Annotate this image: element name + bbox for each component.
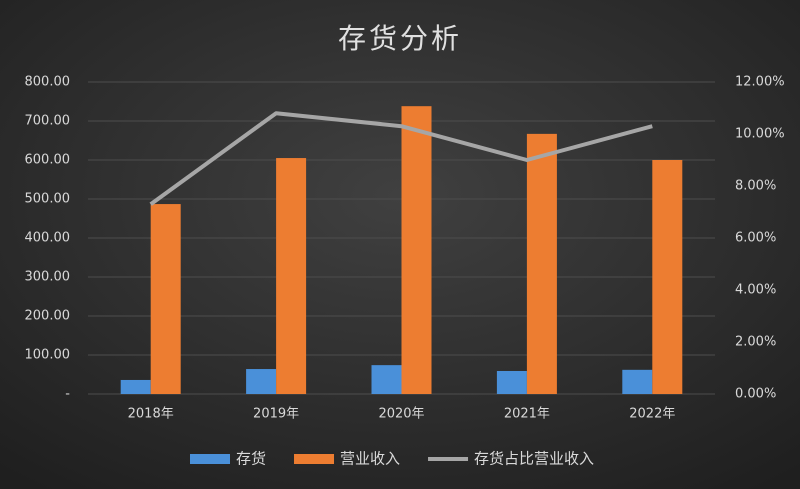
y-tick-label: 300.00 — [25, 270, 71, 285]
x-tick-label: 2020年 — [378, 407, 424, 422]
legend-swatch — [294, 454, 335, 464]
y-tick-label: 100.00 — [25, 348, 71, 363]
y2-tick-label: 10.00% — [735, 127, 785, 142]
y-tick-label: - — [65, 387, 70, 402]
y-tick-label: 700.00 — [25, 114, 71, 129]
y-tick-label: 400.00 — [25, 231, 71, 246]
x-tick-label: 2018年 — [128, 407, 174, 422]
y2-tick-label: 12.00% — [735, 75, 785, 90]
bar — [622, 369, 653, 394]
y2-tick-label: 2.00% — [735, 335, 776, 350]
y-tick-label: 800.00 — [25, 75, 71, 90]
legend-swatch — [190, 454, 230, 464]
y2-tick-label: 8.00% — [735, 179, 776, 194]
y2-tick-label: 4.00% — [735, 283, 776, 298]
chart-title: 存货分析 — [338, 22, 462, 55]
bar — [401, 106, 432, 395]
bar — [150, 204, 181, 394]
y2-tick-label: 0.00% — [735, 387, 776, 402]
y2-tick-label: 6.00% — [735, 231, 776, 246]
legend-label: 存货 — [236, 450, 266, 468]
bar — [496, 370, 527, 394]
bar — [652, 160, 683, 394]
y-tick-label: 200.00 — [25, 309, 71, 324]
legend-label: 存货占比营业收入 — [474, 450, 594, 468]
y-tick-label: 500.00 — [25, 192, 71, 207]
y-tick-label: 600.00 — [25, 153, 71, 168]
bar — [120, 379, 151, 394]
x-tick-label: 2021年 — [504, 407, 550, 422]
x-tick-label: 2022年 — [629, 407, 675, 422]
legend-label: 营业收入 — [340, 450, 400, 468]
bar — [276, 158, 307, 394]
line — [149, 111, 653, 206]
bar — [371, 365, 402, 394]
bar — [526, 133, 557, 394]
bar — [246, 369, 277, 394]
x-tick-label: 2019年 — [253, 407, 299, 422]
